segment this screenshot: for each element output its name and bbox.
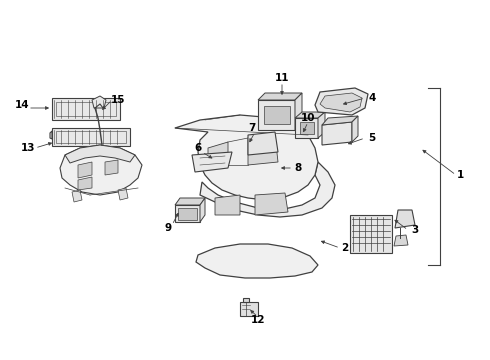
Bar [52,98,120,120]
Polygon shape [295,112,325,118]
Text: 11: 11 [275,73,289,83]
Bar [243,298,249,302]
Polygon shape [175,205,200,222]
Polygon shape [295,118,318,138]
Text: 8: 8 [294,163,302,173]
Polygon shape [175,115,318,200]
Polygon shape [300,122,314,134]
Polygon shape [248,132,278,155]
Polygon shape [318,112,325,138]
Text: 10: 10 [301,113,315,123]
Polygon shape [395,210,415,228]
Bar [350,215,392,253]
Bar [52,128,130,146]
Text: 14: 14 [15,100,29,110]
Polygon shape [258,93,302,100]
Text: 4: 4 [368,93,376,103]
Bar [240,302,258,316]
Bar [56,131,126,143]
Text: 6: 6 [195,143,201,153]
Polygon shape [178,208,197,220]
Polygon shape [352,116,358,142]
Polygon shape [196,244,318,278]
Polygon shape [264,106,290,124]
Polygon shape [200,162,335,217]
Text: 9: 9 [165,223,172,233]
Polygon shape [72,190,82,202]
Polygon shape [60,145,142,195]
Polygon shape [295,93,302,130]
Polygon shape [255,193,288,215]
Text: 5: 5 [368,133,376,143]
Polygon shape [50,131,52,139]
Polygon shape [200,198,205,222]
Text: 12: 12 [251,315,265,325]
Text: 2: 2 [342,243,348,253]
Polygon shape [118,188,128,200]
Text: 3: 3 [412,225,418,235]
Polygon shape [320,93,362,112]
Text: 13: 13 [21,143,35,153]
Polygon shape [105,160,118,175]
Polygon shape [394,235,408,246]
Text: 7: 7 [248,123,256,133]
Text: 15: 15 [111,95,125,105]
Bar [56,102,116,116]
Polygon shape [258,100,295,130]
Polygon shape [322,116,358,125]
Polygon shape [78,162,92,178]
Polygon shape [315,88,368,115]
Polygon shape [248,135,278,165]
Polygon shape [175,198,205,205]
Polygon shape [192,152,232,172]
Polygon shape [215,195,240,215]
Polygon shape [322,122,352,145]
Polygon shape [208,142,228,170]
Polygon shape [65,145,135,163]
Polygon shape [92,96,106,108]
Polygon shape [78,177,92,190]
Text: 1: 1 [456,170,464,180]
